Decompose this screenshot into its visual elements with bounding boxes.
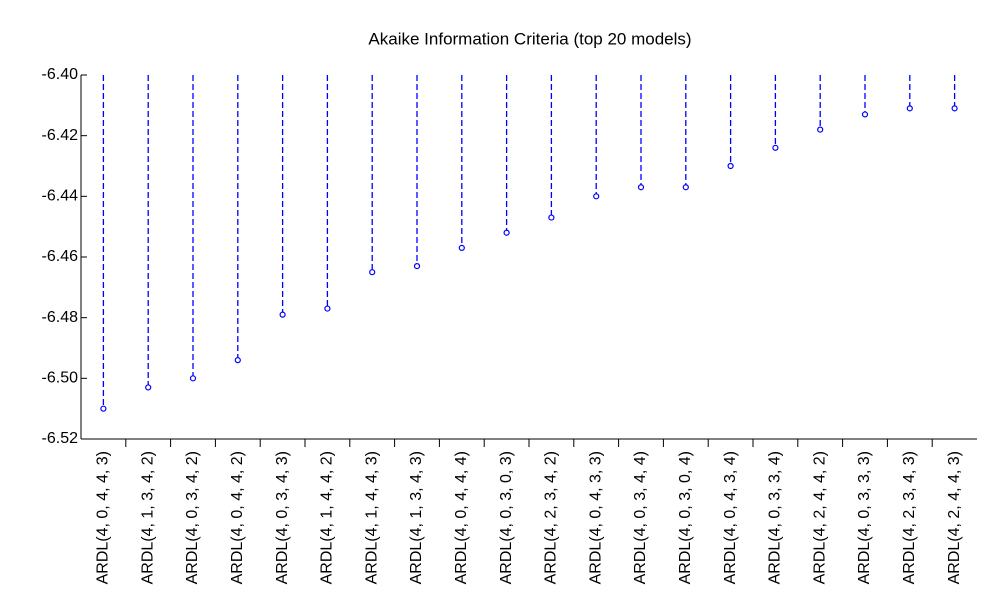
marker (772, 144, 779, 151)
marker (906, 105, 913, 112)
marker (413, 263, 421, 270)
x-tick-label: ARDL(4, 0, 3, 0, 4) (677, 451, 694, 584)
chart-title: Akaike Information Criteria (top 20 mode… (368, 29, 691, 48)
marker (458, 244, 465, 251)
y-tick-label: -6.50 (42, 370, 79, 387)
marker (682, 184, 689, 191)
y-tick-label: -6.52 (42, 430, 79, 447)
x-tick-label: ARDL(4, 1, 4, 4, 2) (319, 451, 336, 584)
x-tick-label: ARDL(4, 0, 4, 4, 3) (95, 451, 112, 584)
y-tick-label: -6.40 (42, 66, 79, 83)
marker (234, 357, 241, 364)
x-tick-label: ARDL(4, 0, 3, 4, 4) (632, 451, 649, 584)
x-tick-label: ARDL(4, 2, 4, 4, 3) (946, 451, 963, 584)
marker (145, 384, 152, 391)
y-tick-label: -6.44 (42, 188, 79, 205)
x-tick-label: ARDL(4, 1, 3, 4, 2) (139, 451, 156, 584)
marker (548, 214, 555, 221)
y-tick-label: -6.42 (42, 127, 79, 144)
marker (637, 184, 645, 191)
x-tick-label: ARDL(4, 1, 4, 4, 3) (363, 451, 380, 584)
x-tick-label: ARDL(4, 0, 4, 3, 4) (722, 451, 739, 584)
x-tick-label: ARDL(4, 0, 3, 4, 2) (184, 451, 201, 584)
marker (951, 105, 958, 112)
marker (727, 162, 734, 170)
y-tick-label: -6.46 (42, 248, 79, 265)
x-tick-label: ARDL(4, 1, 3, 4, 3) (408, 451, 425, 584)
marker (503, 229, 510, 236)
x-tick-label: ARDL(4, 2, 4, 4, 2) (811, 451, 828, 584)
x-tick-label: ARDL(4, 0, 3, 0, 3) (498, 451, 515, 584)
marker (817, 126, 824, 133)
x-tick-label: ARDL(4, 0, 4, 4, 4) (453, 451, 470, 584)
marker (369, 269, 376, 276)
x-tick-label: ARDL(4, 0, 3, 4, 3) (274, 451, 291, 584)
x-tick-label: ARDL(4, 2, 3, 4, 3) (901, 451, 918, 584)
marker (861, 111, 869, 118)
marker (189, 375, 197, 382)
x-tick-label: ARDL(4, 0, 4, 3, 3) (587, 451, 604, 584)
marker (100, 405, 107, 412)
x-tick-label: ARDL(4, 0, 3, 3, 3) (856, 451, 873, 584)
marker (593, 193, 600, 200)
y-tick-label: -6.48 (42, 309, 79, 326)
x-tick-label: ARDL(4, 0, 3, 3, 4) (767, 451, 784, 584)
marker (324, 305, 331, 312)
x-tick-label: ARDL(4, 2, 3, 4, 2) (543, 451, 560, 584)
x-tick-label: ARDL(4, 0, 4, 4, 2) (229, 451, 246, 584)
marker (279, 311, 286, 318)
